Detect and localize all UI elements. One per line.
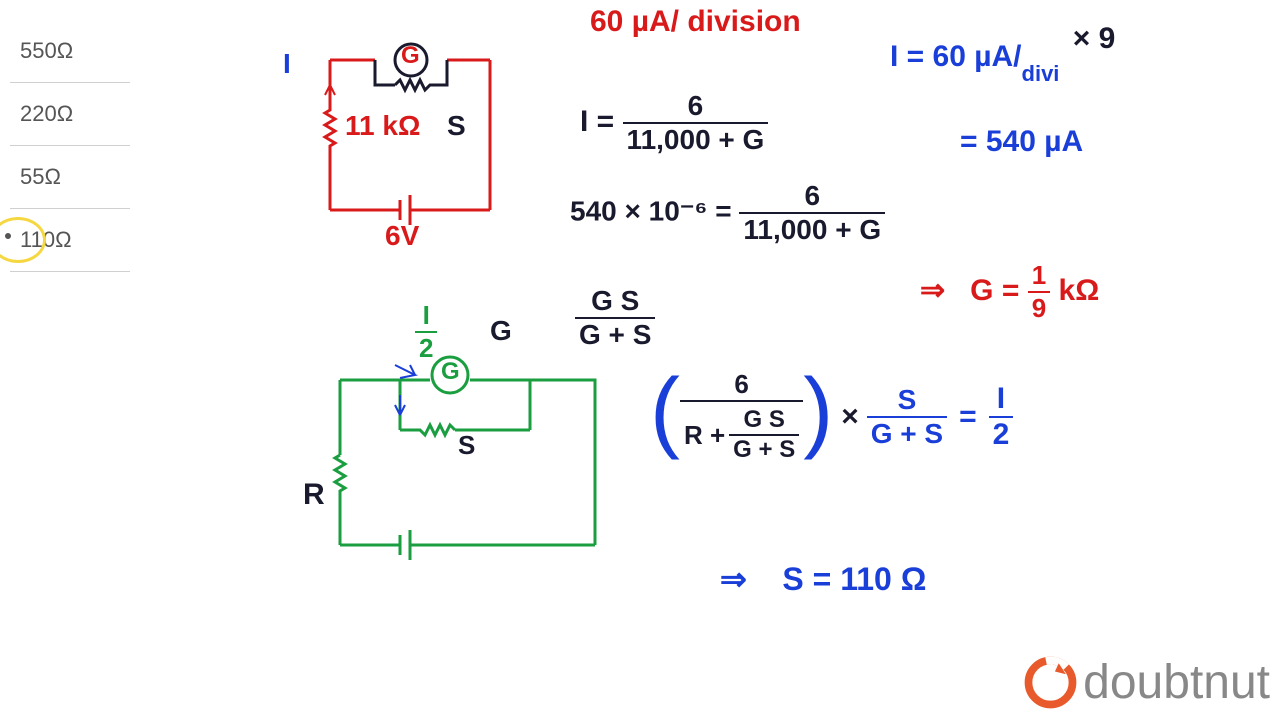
paren-right-icon: )	[803, 360, 833, 463]
eq1-lhs: I =	[580, 105, 614, 138]
eq2-result: = 540 µA	[960, 125, 1083, 159]
eq1: I = 6 11,000 + G	[580, 90, 768, 156]
circuit1-galv-label: G	[401, 42, 420, 70]
option-110[interactable]: 110Ω	[10, 209, 130, 272]
circuit2-galv-inner: G	[441, 358, 460, 386]
eq2: I = 60 µA/divi × 9	[890, 40, 1110, 74]
eq5: G S G + S	[575, 285, 655, 351]
option-label: 220Ω	[20, 101, 73, 126]
eq3: 540 × 10⁻⁶ = 6 11,000 + G	[570, 180, 885, 246]
eq6-p1-den-den: G + S	[729, 436, 799, 464]
c2-frac-den: 2	[415, 333, 437, 364]
eq2-div: divi	[1022, 61, 1060, 86]
option-label: 110Ω	[20, 227, 72, 252]
eq6: ( 6 R + G S G + S ) × S G + S = I 2	[650, 365, 1013, 468]
eq4: ⇒ G = 1 9 kΩ	[920, 260, 1099, 324]
eq4-arrow: ⇒	[920, 274, 945, 307]
paren-left-icon: (	[650, 360, 680, 463]
eq1-den: 11,000 + G	[623, 124, 769, 156]
circuit1-shunt-label: S	[447, 110, 466, 142]
options-list: 550Ω 220Ω 55Ω 110Ω	[10, 20, 130, 272]
eq7-text: S = 110 Ω	[782, 561, 926, 597]
correct-dot-icon	[5, 233, 11, 239]
circuit2-g-label: G	[490, 315, 512, 347]
eq6-p1-den-num: G S	[729, 406, 799, 436]
circuit2-shunt-label: S	[458, 430, 475, 461]
eq4-num: 1	[1028, 260, 1050, 293]
eq6-rhs-num: I	[989, 382, 1014, 418]
eq6-rhs-den: 2	[989, 418, 1014, 452]
eq7: ⇒ S = 110 Ω	[720, 560, 926, 598]
eq6-p2-den: G + S	[867, 418, 947, 450]
eq1-num: 6	[623, 90, 769, 124]
logo-text: doubtnut	[1083, 655, 1270, 710]
option-55[interactable]: 55Ω	[10, 146, 130, 209]
circuit2-resistor-label: R	[303, 478, 325, 512]
eq5-num: G S	[575, 285, 655, 319]
eq3-den: 11,000 + G	[739, 214, 885, 246]
option-label: 55Ω	[20, 164, 61, 189]
eq7-arrow: ⇒	[720, 561, 747, 597]
eq2-lhs: I = 60 µA/	[890, 40, 1022, 73]
option-550[interactable]: 550Ω	[10, 20, 130, 83]
eq3-num: 6	[739, 180, 885, 214]
option-220[interactable]: 220Ω	[10, 83, 130, 146]
eq6-equals: =	[959, 400, 977, 434]
logo-icon	[1023, 655, 1078, 710]
eq4-unit: kΩ	[1059, 274, 1100, 307]
eq5-den: G + S	[575, 319, 655, 351]
circuit1-current-label: I	[283, 48, 291, 80]
eq3-lhs: 540 × 10⁻⁶ =	[570, 195, 732, 226]
c2-frac-num: I	[415, 300, 437, 333]
circuit2-current-frac: I 2	[415, 300, 437, 364]
doubtnut-logo: doubtnut	[1023, 655, 1270, 710]
eq6-p2-num: S	[867, 384, 947, 418]
eq6-p1-den-top: R +	[684, 420, 725, 451]
eq6-mult: ×	[841, 400, 859, 434]
eq4-lhs: G =	[970, 274, 1019, 307]
circuit1-resistor-label: 11 kΩ	[345, 110, 420, 142]
eq4-den: 9	[1028, 293, 1050, 324]
circuit1-voltage-label: 6V	[385, 220, 419, 252]
eq2-mult: × 9	[1073, 22, 1116, 55]
eq6-p1-num: 6	[680, 369, 803, 402]
header-text: 60 µA/ division	[590, 5, 801, 39]
option-label: 550Ω	[20, 38, 73, 63]
